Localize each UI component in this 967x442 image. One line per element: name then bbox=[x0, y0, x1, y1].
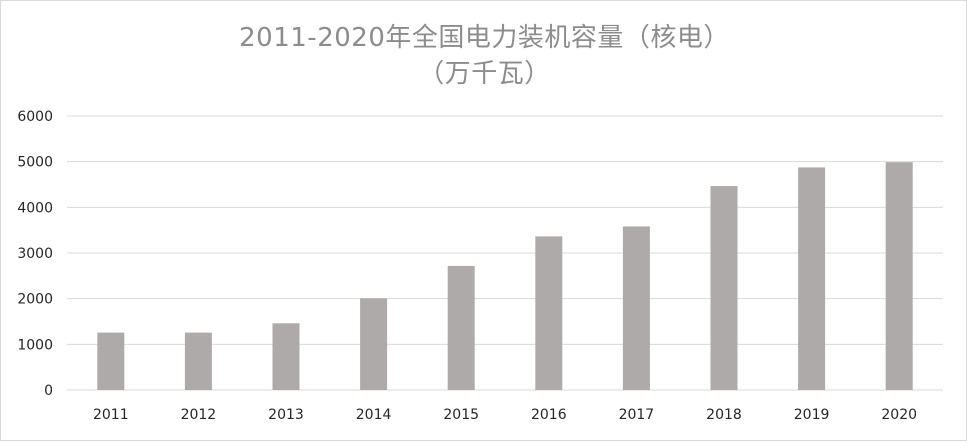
chart-title: 2011-2020年全国电力装机容量（核电） bbox=[239, 23, 730, 53]
bar-2017 bbox=[622, 226, 650, 390]
bar-2015 bbox=[447, 265, 475, 390]
x-tick-label: 2016 bbox=[531, 407, 567, 423]
x-tick-label: 2014 bbox=[356, 407, 392, 423]
bar-2018 bbox=[710, 186, 738, 390]
bars bbox=[97, 162, 913, 390]
bar-2011 bbox=[97, 332, 125, 390]
x-tick-label: 2017 bbox=[619, 407, 655, 423]
x-tick-label: 2019 bbox=[794, 407, 830, 423]
bar-2019 bbox=[798, 167, 826, 390]
x-tick-label: 2013 bbox=[268, 407, 304, 423]
y-tick-label: 2000 bbox=[17, 292, 53, 308]
x-tick-label: 2011 bbox=[93, 407, 129, 423]
y-tick-label: 6000 bbox=[17, 109, 53, 125]
chart-subtitle: （万千瓦） bbox=[418, 59, 551, 89]
y-tick-label: 0 bbox=[44, 383, 53, 399]
gridlines bbox=[67, 115, 943, 391]
y-axis-ticks: 0 1000 2000 3000 4000 5000 6000 bbox=[17, 109, 53, 399]
bar-2016 bbox=[535, 236, 563, 390]
bar-2012 bbox=[184, 332, 212, 390]
x-tick-label: 2020 bbox=[881, 407, 917, 423]
bar-2013 bbox=[272, 323, 300, 390]
bar-2014 bbox=[360, 298, 388, 390]
x-tick-label: 2012 bbox=[181, 407, 217, 423]
y-tick-label: 5000 bbox=[17, 155, 53, 171]
x-tick-label: 2015 bbox=[443, 407, 479, 423]
x-tick-label: 2018 bbox=[706, 407, 742, 423]
y-tick-label: 3000 bbox=[17, 246, 53, 262]
y-tick-label: 1000 bbox=[17, 337, 53, 353]
bar-2020 bbox=[885, 162, 913, 390]
x-axis-ticks: 2011 2012 2013 2014 2015 2016 2017 2018 2019 2020 bbox=[93, 407, 917, 423]
y-tick-label: 4000 bbox=[17, 200, 53, 216]
